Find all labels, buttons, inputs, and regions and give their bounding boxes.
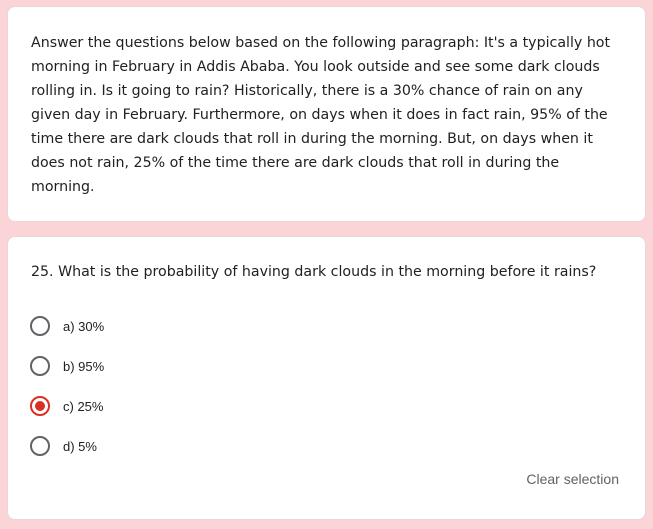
question-card: 25. What is the probability of having da…	[7, 236, 646, 520]
option-d-label: d) 5%	[63, 438, 97, 454]
description-text: Answer the questions below based on the …	[31, 35, 611, 195]
option-c-label: c) 25%	[63, 398, 104, 414]
option-a-label: a) 30%	[63, 318, 105, 334]
description-card: Answer the questions below based on the …	[7, 6, 646, 222]
question-title: 25. What is the probability of having da…	[31, 264, 597, 280]
radio-button-d[interactable]	[30, 436, 50, 456]
option-d[interactable]: d) 5%	[30, 426, 104, 466]
radio-button-b[interactable]	[30, 356, 50, 376]
option-b[interactable]: b) 95%	[30, 346, 104, 386]
radio-button-a[interactable]	[30, 316, 50, 336]
option-c[interactable]: c) 25%	[30, 386, 104, 426]
option-a[interactable]: a) 30%	[30, 306, 104, 346]
radio-group: a) 30% b) 95% c) 25% d) 5%	[30, 306, 104, 466]
clear-selection-button[interactable]: Clear selection	[526, 471, 619, 487]
radio-button-c[interactable]	[30, 396, 50, 416]
option-b-label: b) 95%	[63, 358, 105, 374]
